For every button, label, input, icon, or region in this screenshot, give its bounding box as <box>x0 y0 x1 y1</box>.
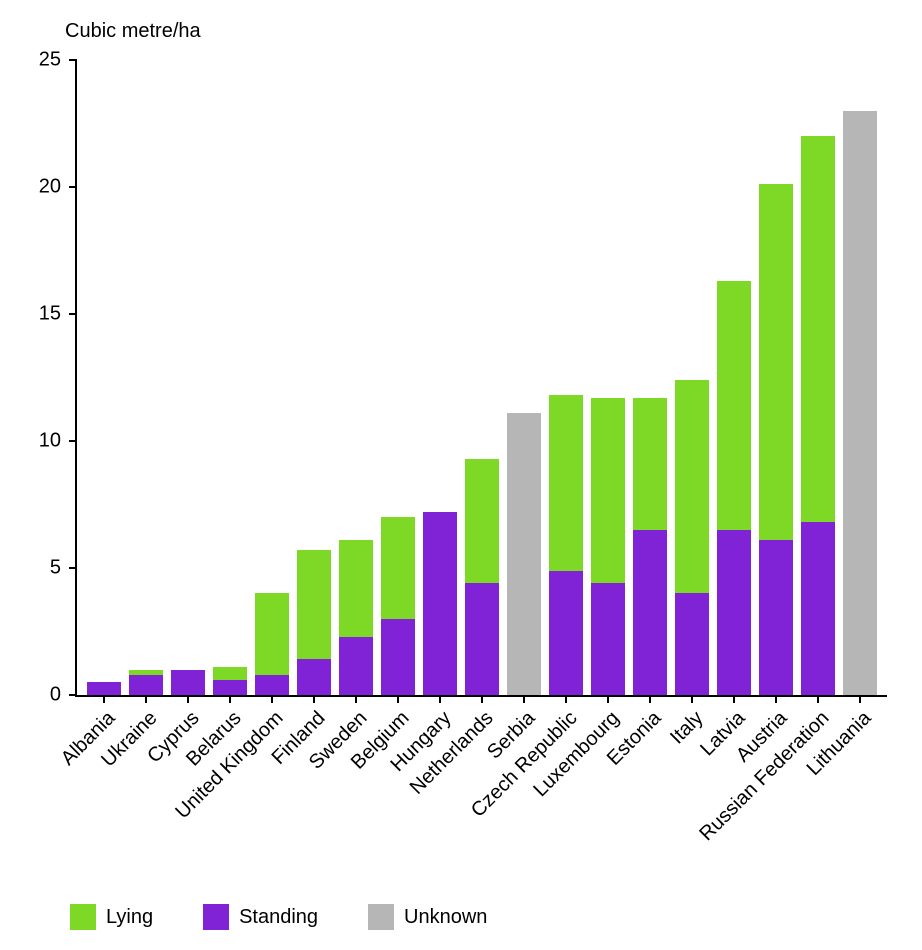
bar-segment-lying <box>675 380 709 593</box>
x-tick <box>355 697 357 703</box>
bar: Cyprus <box>171 670 205 695</box>
bar-segment-standing <box>759 540 793 695</box>
bar-segment-standing <box>633 530 667 695</box>
bar: Estonia <box>633 398 667 695</box>
y-tick <box>69 59 77 61</box>
bar-segment-standing <box>213 680 247 695</box>
bar-segment-standing <box>675 593 709 695</box>
x-tick <box>145 697 147 703</box>
bar-segment-lying <box>591 398 625 583</box>
bar-segment-standing <box>255 675 289 695</box>
bar-segment-standing <box>717 530 751 695</box>
bar-segment-lying <box>381 517 415 619</box>
legend: Lying Standing Unknown <box>70 904 487 930</box>
plot-area: Albania Ukraine Cyprus Belarus United Kingdo… <box>75 60 887 697</box>
bar-segment-standing <box>801 522 835 695</box>
x-tick <box>481 697 483 703</box>
x-tick <box>313 697 315 703</box>
bar: United Kingdom <box>255 593 289 695</box>
x-tick <box>271 697 273 703</box>
bar-segment-standing <box>339 637 373 695</box>
bar: Hungary <box>423 512 457 695</box>
y-tick-label: 20 <box>39 176 61 199</box>
bar-segment-standing <box>549 571 583 695</box>
legend-item-unknown: Unknown <box>368 904 487 930</box>
x-tick <box>103 697 105 703</box>
bar-segment-unknown <box>507 413 541 695</box>
bar-segment-lying <box>801 136 835 522</box>
y-tick-label: 5 <box>50 557 61 580</box>
bar-segment-lying <box>339 540 373 637</box>
deadwood-chart: Cubic metre/ha Albania Ukraine Cyprus Belar… <box>20 20 900 930</box>
bar-segment-standing <box>465 583 499 695</box>
x-tick <box>691 697 693 703</box>
y-tick <box>69 186 77 188</box>
bar: Lithuania <box>843 111 877 695</box>
legend-label: Lying <box>106 906 153 929</box>
bar-segment-standing <box>591 583 625 695</box>
bar-segment-standing <box>171 670 205 695</box>
y-tick <box>69 313 77 315</box>
bar-segment-standing <box>381 619 415 695</box>
x-tick <box>649 697 651 703</box>
bar: Ukraine <box>129 670 163 695</box>
y-tick-label: 0 <box>50 684 61 707</box>
bars-wrapper: Albania Ukraine Cyprus Belarus United Kingdo… <box>77 60 887 695</box>
x-tick <box>229 697 231 703</box>
bar-segment-unknown <box>843 111 877 695</box>
legend-item-lying: Lying <box>70 904 153 930</box>
bar-segment-lying <box>549 395 583 570</box>
bar-segment-standing <box>87 682 121 695</box>
bar: Sweden <box>339 540 373 695</box>
bar: Serbia <box>507 413 541 695</box>
bar: Austria <box>759 184 793 695</box>
y-tick <box>69 440 77 442</box>
x-tick <box>397 697 399 703</box>
legend-swatch <box>368 904 394 930</box>
bar: Finland <box>297 550 331 695</box>
bar: Russian Federation <box>801 136 835 695</box>
bar: Czech Republic <box>549 395 583 695</box>
x-tick <box>565 697 567 703</box>
bar-segment-lying <box>297 550 331 659</box>
x-tick <box>439 697 441 703</box>
x-tick <box>523 697 525 703</box>
y-tick <box>69 567 77 569</box>
bar-segment-lying <box>717 281 751 530</box>
y-tick-label: 15 <box>39 303 61 326</box>
x-tick <box>775 697 777 703</box>
y-axis-title: Cubic metre/ha <box>65 20 201 43</box>
legend-item-standing: Standing <box>203 904 318 930</box>
x-tick <box>817 697 819 703</box>
bar-segment-standing <box>297 659 331 695</box>
legend-label: Standing <box>239 906 318 929</box>
bar: Italy <box>675 380 709 695</box>
bar: Luxembourg <box>591 398 625 695</box>
x-tick <box>859 697 861 703</box>
bar: Belgium <box>381 517 415 695</box>
x-tick <box>187 697 189 703</box>
legend-swatch <box>203 904 229 930</box>
bar: Latvia <box>717 281 751 695</box>
x-tick <box>733 697 735 703</box>
legend-label: Unknown <box>404 906 487 929</box>
bar-segment-lying <box>633 398 667 530</box>
y-tick-label: 10 <box>39 430 61 453</box>
bar-segment-lying <box>213 667 247 680</box>
y-tick-label: 25 <box>39 49 61 72</box>
y-tick <box>69 694 77 696</box>
bar-segment-lying <box>759 184 793 540</box>
bar: Netherlands <box>465 459 499 695</box>
bar-segment-lying <box>255 593 289 674</box>
bar-segment-standing <box>129 675 163 695</box>
x-tick <box>607 697 609 703</box>
bar-segment-lying <box>465 459 499 583</box>
bar: Belarus <box>213 667 247 695</box>
legend-swatch <box>70 904 96 930</box>
bar: Albania <box>87 682 121 695</box>
bar-segment-standing <box>423 512 457 695</box>
